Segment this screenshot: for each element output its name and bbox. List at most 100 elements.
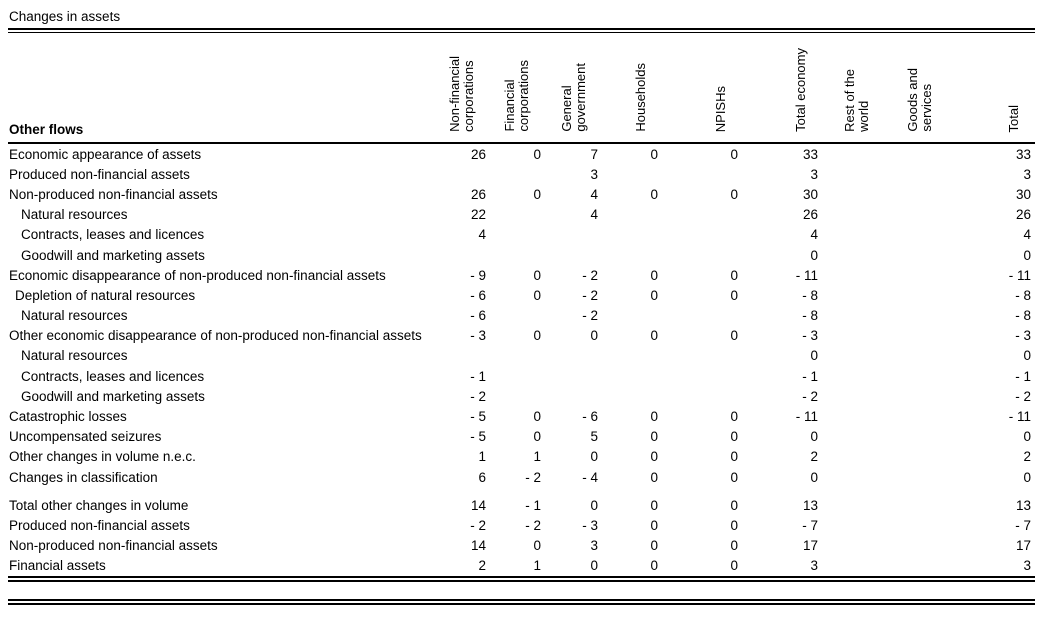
value-cell bbox=[602, 245, 662, 265]
value-cell bbox=[545, 245, 602, 265]
value-cell bbox=[822, 164, 885, 184]
value-cell: 0 bbox=[650, 186, 658, 202]
value-cell: 0 bbox=[533, 146, 541, 162]
row-label: Financial assets bbox=[9, 558, 106, 574]
value-cell: 6 bbox=[478, 469, 486, 485]
value-cell: - 2 bbox=[582, 267, 598, 283]
column-header-8: Goods and services bbox=[885, 33, 948, 144]
value-cell bbox=[662, 225, 742, 245]
value-cell bbox=[885, 285, 948, 305]
value-cell bbox=[885, 467, 948, 487]
header-row: Other flows Non-financial corporations Fi… bbox=[8, 33, 1035, 144]
table-row: Contracts, leases and licences - 1 - 1 - 1 bbox=[8, 366, 1035, 386]
value-cell bbox=[822, 366, 885, 386]
value-cell: 0 bbox=[533, 538, 541, 554]
value-cell: 0 bbox=[810, 348, 818, 364]
value-cell bbox=[822, 306, 885, 326]
table-row: Goodwill and marketing assets 0 0 bbox=[8, 245, 1035, 265]
table-row: Other economic disappearance of non-prod… bbox=[8, 326, 1035, 346]
value-cell: 3 bbox=[590, 538, 598, 554]
value-cell: - 2 bbox=[802, 388, 818, 404]
row-label: Produced non-financial assets bbox=[9, 517, 190, 533]
value-cell: - 7 bbox=[802, 517, 818, 533]
value-cell bbox=[602, 346, 662, 366]
row-label: Economic disappearance of non-produced n… bbox=[9, 267, 386, 283]
value-cell bbox=[602, 386, 662, 406]
value-cell: - 2 bbox=[582, 308, 598, 324]
value-cell bbox=[822, 495, 885, 515]
row-label: Uncompensated seizures bbox=[9, 429, 162, 445]
value-cell: 0 bbox=[533, 267, 541, 283]
column-header-label: Financial corporations bbox=[501, 60, 531, 132]
value-cell: 30 bbox=[802, 186, 818, 202]
page-title: Changes in assets bbox=[9, 9, 121, 24]
value-cell: - 3 bbox=[1015, 328, 1031, 344]
value-cell bbox=[822, 447, 885, 467]
value-cell bbox=[822, 467, 885, 487]
value-cell: 0 bbox=[650, 287, 658, 303]
value-cell bbox=[545, 225, 602, 245]
value-cell bbox=[432, 164, 490, 184]
table-row: Economic appearance of assets 26 0 7 0 0 33 33 bbox=[8, 143, 1035, 164]
value-cell: 0 bbox=[730, 538, 738, 554]
value-cell: 2 bbox=[810, 449, 818, 465]
value-cell: - 1 bbox=[1015, 368, 1031, 384]
column-header-5: NPISHs bbox=[662, 33, 742, 144]
value-cell bbox=[885, 495, 948, 515]
value-cell: - 5 bbox=[470, 429, 486, 445]
value-cell: 17 bbox=[1015, 538, 1031, 554]
value-cell: 0 bbox=[1023, 469, 1031, 485]
row-label: Natural resources bbox=[21, 207, 128, 223]
value-cell bbox=[490, 225, 545, 245]
table-body: Economic appearance of assets 26 0 7 0 0 33 33 P… bbox=[8, 143, 1035, 576]
table-row: Goodwill and marketing assets - 2 - 2 - 2 bbox=[8, 386, 1035, 406]
value-cell: 0 bbox=[533, 409, 541, 425]
column-header-label: NPISHs bbox=[712, 85, 728, 132]
table-row: Natural resources 0 0 bbox=[8, 346, 1035, 366]
value-cell bbox=[822, 265, 885, 285]
group-spacer-row bbox=[8, 487, 1035, 495]
value-cell: 26 bbox=[1015, 207, 1031, 223]
value-cell bbox=[662, 346, 742, 366]
value-cell: 7 bbox=[590, 146, 598, 162]
value-cell: 1 bbox=[533, 558, 541, 574]
value-cell: 0 bbox=[533, 287, 541, 303]
value-cell: - 1 bbox=[470, 368, 486, 384]
value-cell: 0 bbox=[590, 449, 598, 465]
value-cell bbox=[490, 306, 545, 326]
value-cell bbox=[885, 346, 948, 366]
value-cell: 33 bbox=[1015, 146, 1031, 162]
value-cell: 0 bbox=[730, 449, 738, 465]
table-row: Natural resources - 6 - 2 - 8 - 8 bbox=[8, 306, 1035, 326]
row-header-label: Other flows bbox=[8, 33, 432, 144]
value-cell: 33 bbox=[802, 146, 818, 162]
value-cell: 0 bbox=[650, 497, 658, 513]
table-row: Non-produced non-financial assets 26 0 4 0 0 3… bbox=[8, 184, 1035, 204]
value-cell: 0 bbox=[650, 146, 658, 162]
value-cell: 0 bbox=[730, 328, 738, 344]
row-label: Goodwill and marketing assets bbox=[21, 388, 205, 404]
row-label: Other changes in volume n.e.c. bbox=[9, 449, 196, 465]
value-cell: - 11 bbox=[1008, 267, 1031, 283]
value-cell: - 11 bbox=[795, 267, 818, 283]
table-row: Changes in classification 6 - 2 - 4 0 0 0 0 bbox=[8, 467, 1035, 487]
value-cell: 0 bbox=[650, 538, 658, 554]
value-cell: 0 bbox=[730, 186, 738, 202]
value-cell: - 8 bbox=[802, 308, 818, 324]
value-cell: 30 bbox=[1015, 186, 1031, 202]
value-cell bbox=[885, 427, 948, 447]
value-cell: - 3 bbox=[470, 328, 486, 344]
value-cell bbox=[885, 515, 948, 535]
row-label: Changes in classification bbox=[9, 469, 158, 485]
row-label: Goodwill and marketing assets bbox=[21, 247, 205, 263]
value-cell: 0 bbox=[590, 558, 598, 574]
value-cell: 0 bbox=[533, 186, 541, 202]
value-cell bbox=[885, 184, 948, 204]
column-header-label: Non-financial corporations bbox=[446, 56, 476, 132]
value-cell: - 2 bbox=[525, 469, 541, 485]
value-cell: - 3 bbox=[582, 517, 598, 533]
value-cell: - 1 bbox=[802, 368, 818, 384]
value-cell: 0 bbox=[810, 469, 818, 485]
value-cell bbox=[662, 306, 742, 326]
